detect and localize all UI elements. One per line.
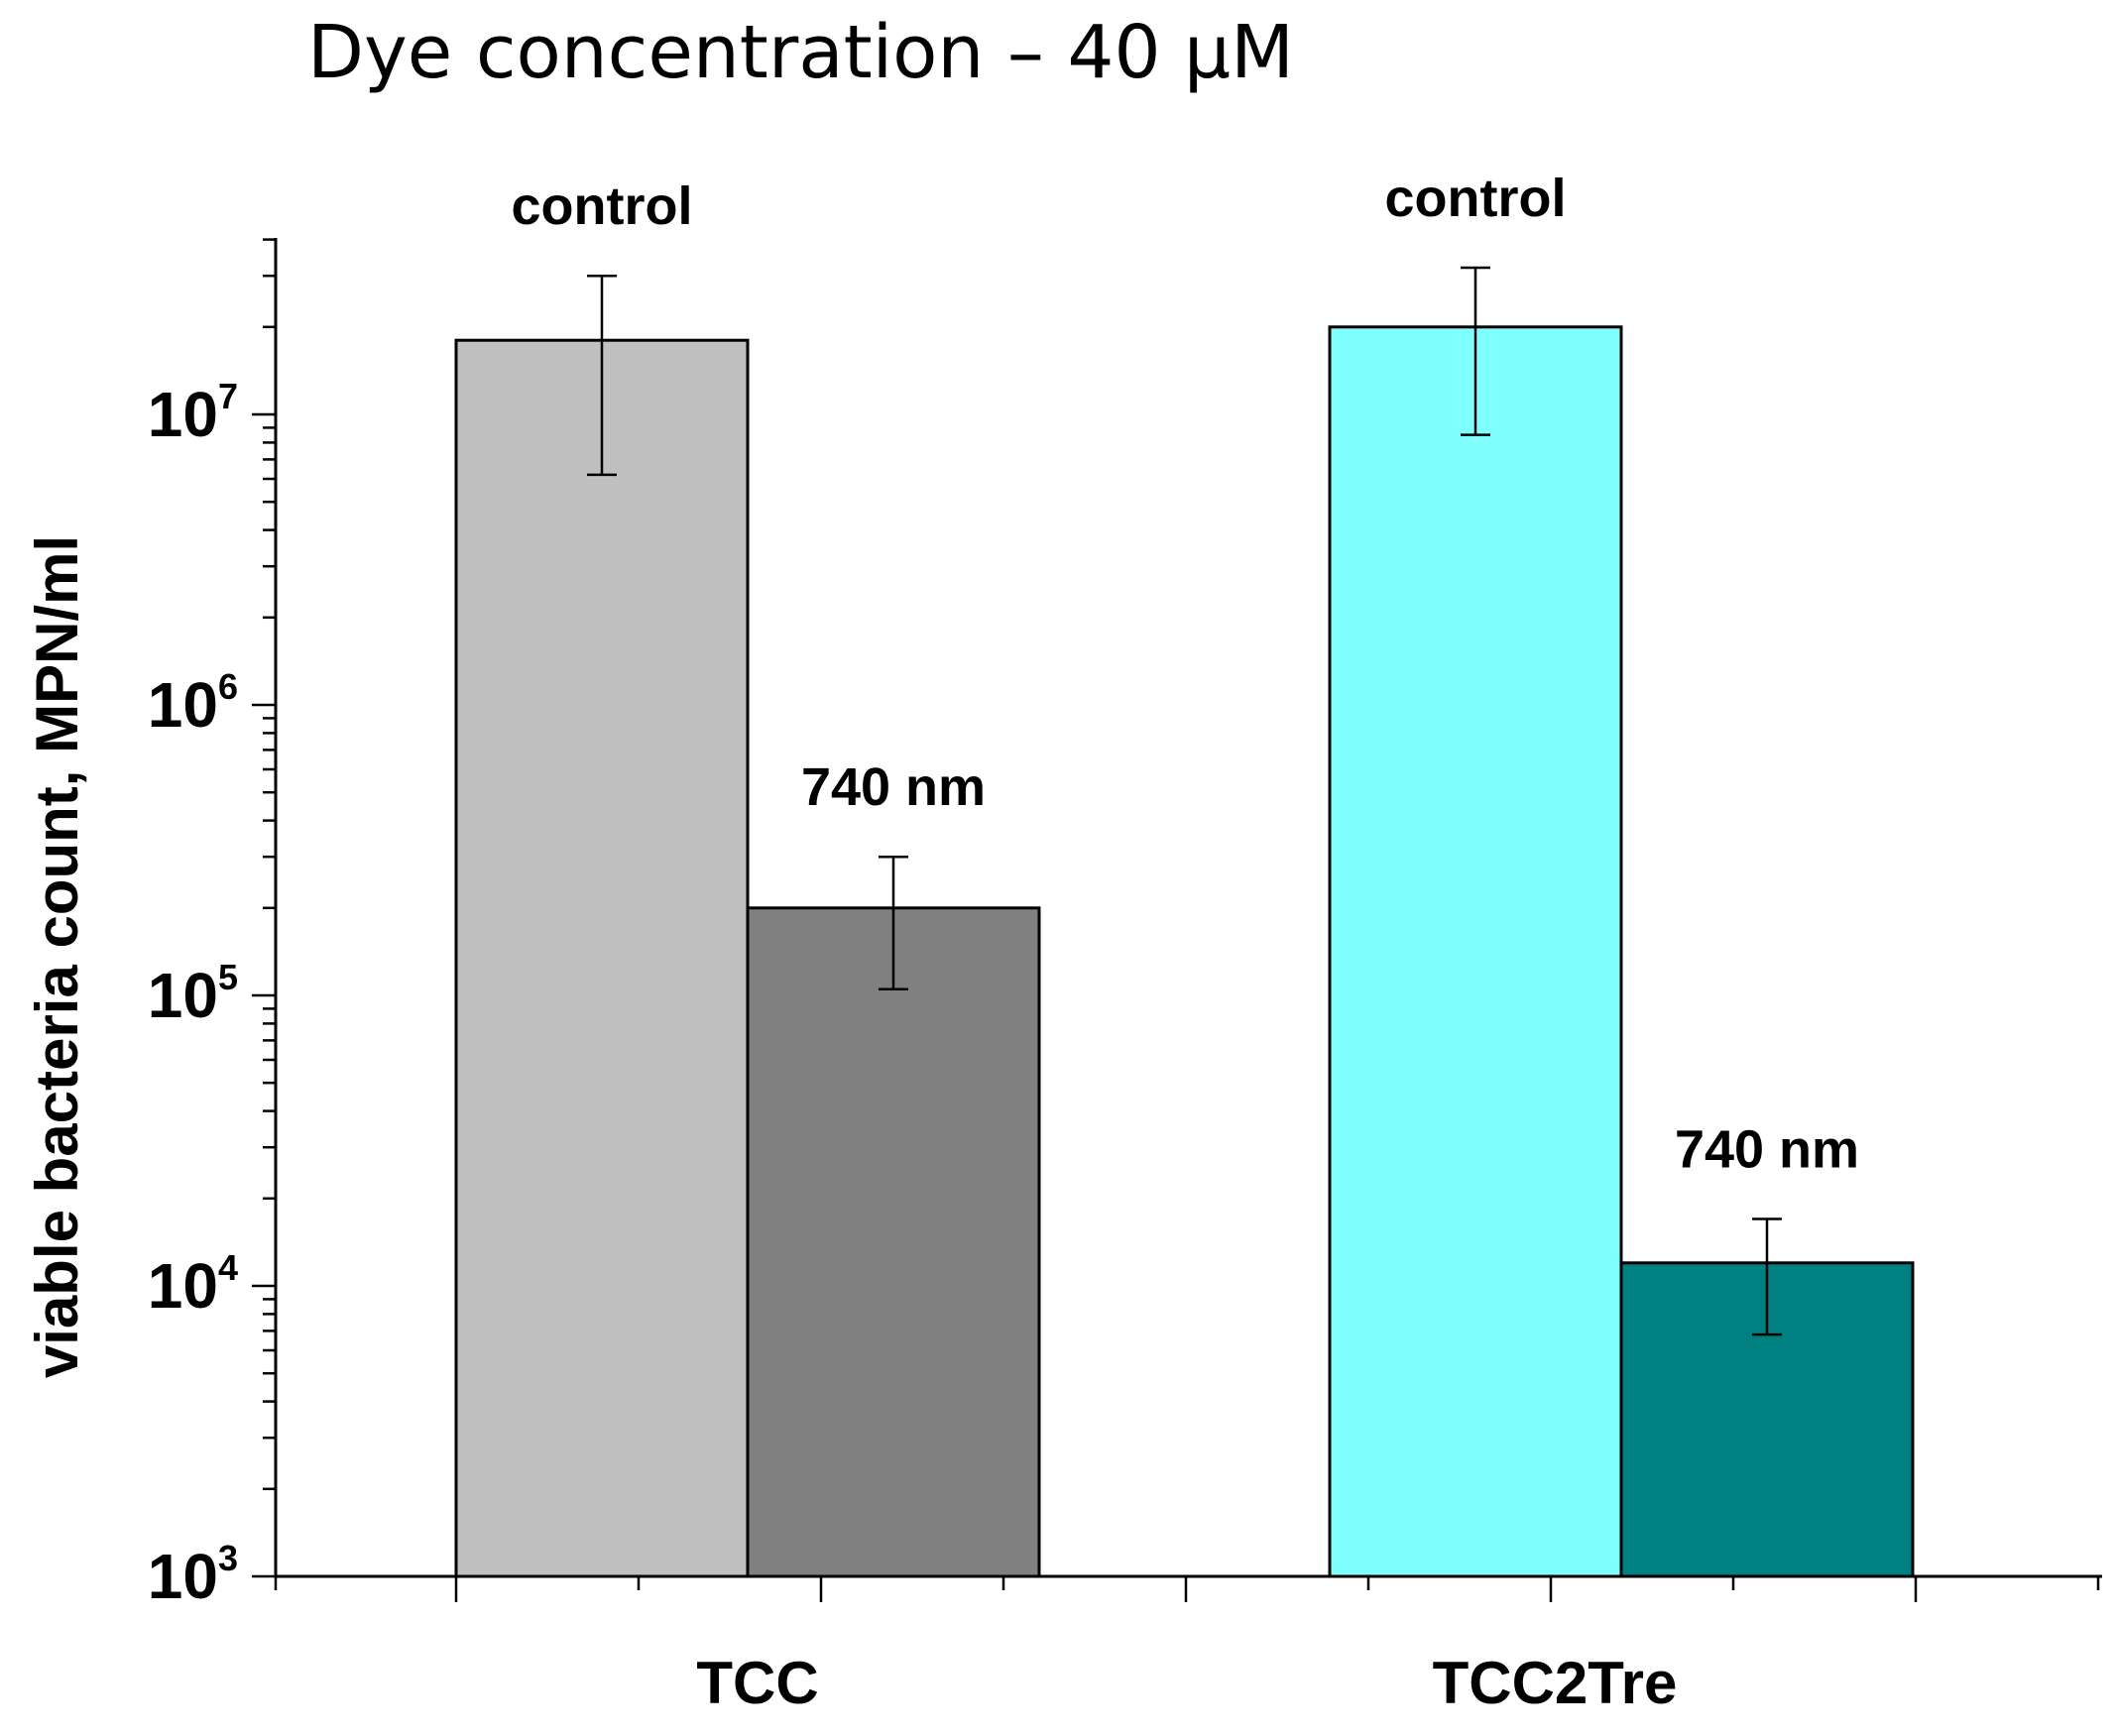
- y-axis-label: viable bacteria count, MPN/ml: [24, 535, 90, 1378]
- x-tick-label: TCC: [696, 1650, 818, 1716]
- bar-tcc-control: [454, 338, 750, 1578]
- bar-label: 740 nm: [1675, 1119, 1859, 1179]
- plot-area: control 740 nm control 740 nm 103 104 105 106 10…: [24, 169, 2102, 1716]
- bar-label: 740 nm: [801, 757, 986, 817]
- chart-title: Dye concentration – 40 µM: [307, 10, 1294, 95]
- y-tick-label: 103: [148, 1538, 238, 1612]
- bar-tcc-740nm: [746, 906, 1041, 1578]
- bar-tcc2tre-control: [1328, 325, 1623, 1578]
- x-tick-label: TCC2Tre: [1433, 1650, 1678, 1716]
- y-tick-label: 107: [148, 376, 238, 450]
- bar-label: control: [1385, 169, 1567, 228]
- y-tick-label: 105: [148, 957, 238, 1031]
- bar-label: control: [512, 176, 693, 236]
- y-tick-label: 104: [148, 1247, 238, 1322]
- y-tick-label: 106: [148, 666, 238, 741]
